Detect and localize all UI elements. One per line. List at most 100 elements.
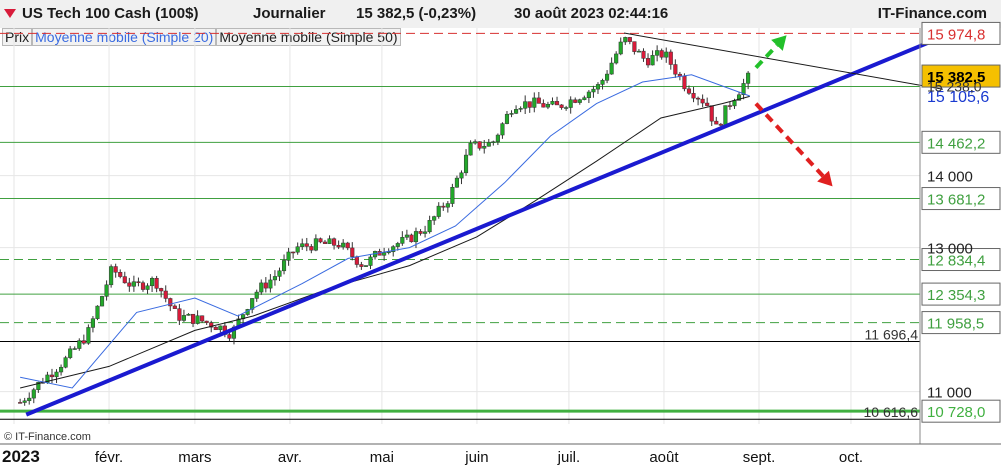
candle-body <box>168 298 173 307</box>
candle-body <box>150 278 155 287</box>
candle-body <box>495 134 500 142</box>
candle-body <box>295 246 300 253</box>
candle-body <box>59 366 64 373</box>
x-axis-band <box>0 444 1001 469</box>
candle-body <box>195 315 200 324</box>
candle-body <box>68 348 73 358</box>
level-label: 12 354,3 <box>921 282 1001 306</box>
candle-body <box>727 105 732 107</box>
candle-body <box>413 231 419 243</box>
candle-body <box>190 313 196 324</box>
candle-body <box>22 400 27 403</box>
candle-body <box>450 187 455 204</box>
candle-body <box>209 322 214 328</box>
candle-body <box>614 53 619 64</box>
watermark: © IT-Finance.com <box>4 431 91 443</box>
candle-body <box>277 270 282 277</box>
candle-body <box>445 203 450 208</box>
candle-body <box>204 320 209 323</box>
candle-body <box>259 282 264 293</box>
candle-body <box>586 91 591 98</box>
candle-body <box>714 120 719 125</box>
candle-body <box>332 238 337 246</box>
candle-body <box>309 246 314 251</box>
x-tick-label: févr. <box>95 449 123 466</box>
instrument-title: US Tech 100 Cash (100$) <box>22 5 199 22</box>
candle-body <box>605 73 610 81</box>
candle-body <box>27 397 32 402</box>
candle-body <box>550 101 555 105</box>
candle-body <box>673 64 678 75</box>
candle-body <box>368 256 373 266</box>
candle-body <box>250 298 255 310</box>
candle-body <box>636 50 641 53</box>
candle-body <box>736 94 742 101</box>
candle-body <box>632 41 637 52</box>
candle-body <box>436 205 441 217</box>
y-tick-label: 11 000 <box>927 385 972 402</box>
candle-body <box>459 172 464 179</box>
candle-body <box>718 123 723 126</box>
candle-body <box>441 205 446 208</box>
candle-body <box>705 102 710 106</box>
candle-body <box>281 260 287 272</box>
candle-body <box>109 266 114 286</box>
candle-body <box>345 242 350 249</box>
level-label: 10 728,0 <box>921 399 1001 423</box>
candle-body <box>227 334 232 339</box>
level-label: 11 958,5 <box>921 311 1001 335</box>
candle-body <box>63 357 68 368</box>
candle-body <box>354 256 359 265</box>
candle-body <box>131 281 136 287</box>
candle-body <box>504 113 510 124</box>
candle-body <box>746 72 751 84</box>
candle-body <box>186 313 191 316</box>
candle-body <box>595 84 601 90</box>
candle-body <box>286 251 291 261</box>
candle-body <box>395 243 400 247</box>
candle-body <box>600 80 605 85</box>
legend: Prix Moyenne mobile (Simple 20) Moyenne … <box>2 28 401 46</box>
y-tick-label: 15 238,0 <box>927 78 982 94</box>
candle-body <box>659 50 664 58</box>
datetime-label: 30 août 2023 02:44:16 <box>514 5 669 22</box>
level-box <box>921 248 1001 272</box>
candle-body <box>140 282 146 290</box>
x-tick-label: juil. <box>557 449 581 466</box>
candle-body <box>645 58 651 66</box>
candle-body <box>31 389 36 399</box>
candle-body <box>363 265 368 267</box>
candle-body <box>200 315 205 322</box>
candle-body <box>72 348 77 350</box>
candle-body <box>559 104 564 108</box>
candle-body <box>159 288 164 292</box>
candle-body <box>95 305 100 319</box>
candle-body <box>545 103 550 108</box>
candle-body <box>432 216 437 221</box>
level-text: 15 105,6 <box>927 89 989 106</box>
y-tick-label: 13 000 <box>927 241 973 258</box>
legend-price[interactable]: Prix <box>2 28 33 46</box>
candle-body <box>104 284 109 297</box>
support-trendline <box>25 34 944 417</box>
x-tick-label: août <box>649 449 679 466</box>
candle-body <box>741 83 746 96</box>
candle-body <box>491 141 496 143</box>
candle-body <box>577 99 582 103</box>
candle-body <box>268 279 273 289</box>
candle-body <box>527 101 532 108</box>
level-text: 11 958,5 <box>927 316 984 333</box>
candle-body <box>514 109 519 114</box>
candle-body <box>404 234 409 238</box>
candle-body <box>641 50 646 59</box>
candle-body <box>509 113 514 115</box>
up-arrow-line <box>754 43 779 69</box>
candle-body <box>609 62 614 75</box>
candle-body <box>482 146 487 149</box>
candle-body <box>486 142 491 147</box>
candle-body <box>623 37 628 43</box>
candle-body <box>304 243 309 247</box>
candle-body <box>536 97 541 104</box>
candle-body <box>318 238 323 243</box>
